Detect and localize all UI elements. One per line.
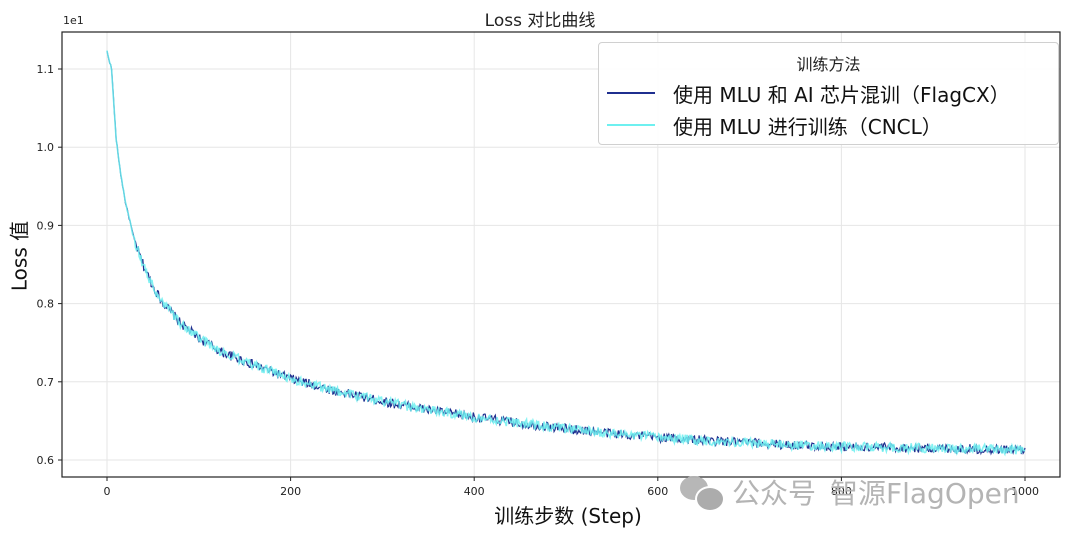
watermark: 公众号 智源FlagOpen <box>680 472 1020 512</box>
legend-item-flagcx: 使用 MLU 和 AI 芯片混训（FlagCX） <box>607 79 1010 107</box>
y-tick-label: 1.1 <box>37 63 55 76</box>
x-axis-label: 训练步数 (Step) <box>494 504 642 528</box>
watermark-brand: 智源FlagOpen <box>830 477 1020 510</box>
y-tick-label: 1.0 <box>37 141 55 154</box>
legend-label-flagcx: 使用 MLU 和 AI 芯片混训（FlagCX） <box>673 82 1010 107</box>
y-tick-label: 0.7 <box>37 376 55 389</box>
legend-item-cncl: 使用 MLU 进行训练（CNCL） <box>607 111 942 139</box>
x-tick-label: 1000 <box>1011 485 1039 498</box>
chart-title: Loss 对比曲线 <box>484 11 596 31</box>
x-tick-label: 200 <box>280 485 301 498</box>
x-tick-label: 400 <box>464 485 485 498</box>
y-axis-label: Loss 值 <box>7 220 32 292</box>
legend-title: 训练方法 <box>796 55 861 74</box>
y-tick-label: 0.8 <box>37 298 55 311</box>
legend-swatch-cncl <box>607 124 655 126</box>
y-offset-label: 1e1 <box>63 14 84 27</box>
y-tick-label: 0.6 <box>37 454 55 467</box>
x-tick-label: 0 <box>104 485 111 498</box>
y-tick-label: 0.9 <box>37 219 55 232</box>
x-tick-label: 600 <box>647 485 668 498</box>
legend: 训练方法 使用 MLU 和 AI 芯片混训（FlagCX） 使用 MLU 进行训… <box>598 42 1059 145</box>
wechat-icon <box>680 474 725 512</box>
legend-label-cncl: 使用 MLU 进行训练（CNCL） <box>673 114 942 139</box>
watermark-text: 公众号 <box>732 477 817 510</box>
series-line-1 <box>106 50 1026 457</box>
x-tick-label: 800 <box>831 485 852 498</box>
plot-frame <box>61 31 1061 478</box>
legend-swatch-flagcx <box>607 92 655 94</box>
